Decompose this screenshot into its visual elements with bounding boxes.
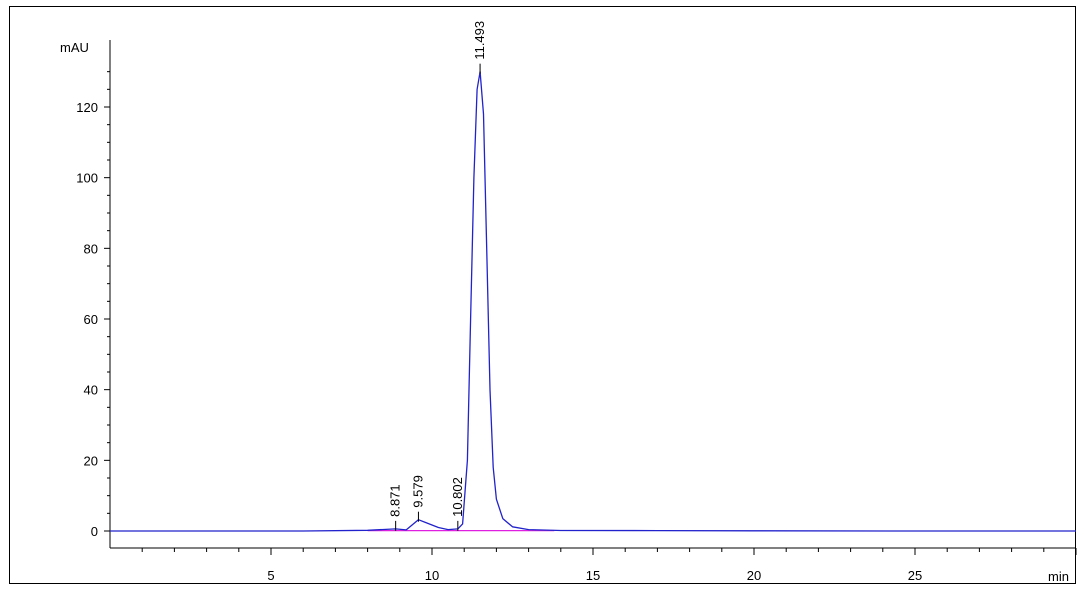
peak-label: 10.802 [450, 477, 465, 517]
x-tick-label: 5 [267, 568, 274, 583]
x-tick-label: 15 [586, 568, 600, 583]
y-axis-unit-label: mAU [60, 40, 89, 55]
signal-layer [110, 71, 1076, 532]
peak-label-layer: 8.871 9.579 10.802 11.493 [388, 21, 487, 531]
x-tick-label: 20 [747, 568, 761, 583]
x-axis-unit-label: min [1048, 569, 1069, 584]
y-tick-label: 0 [91, 524, 98, 539]
y-tick-label: 100 [76, 171, 98, 186]
peak-label: 9.579 [410, 475, 425, 508]
x-tick-label: 10 [425, 568, 439, 583]
y-tick-label: 80 [84, 241, 98, 256]
y-tick-label: 40 [84, 383, 98, 398]
chart-frame [9, 6, 1076, 584]
y-tick-label: 60 [84, 312, 98, 327]
y-axis: 0 20 40 60 80 100 120 [76, 40, 111, 548]
x-tick-label: 25 [908, 568, 922, 583]
y-tick-label: 20 [84, 453, 98, 468]
peak-label: 8.871 [388, 484, 403, 517]
signal-trace [110, 71, 1076, 532]
y-tick-label: 120 [76, 100, 98, 115]
x-axis: 5 10 15 20 25 [110, 547, 1077, 583]
peak-label: 11.493 [472, 21, 487, 60]
